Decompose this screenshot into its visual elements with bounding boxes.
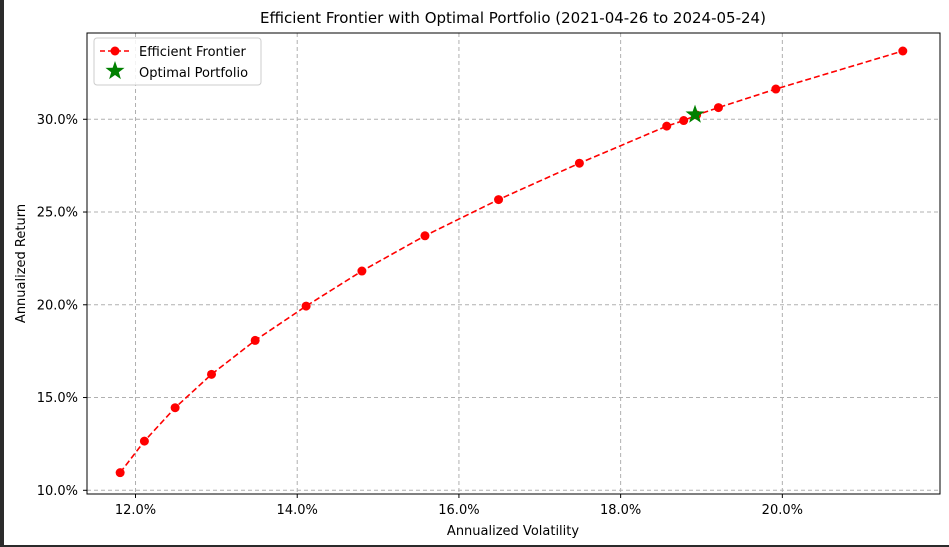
frontier-point (250, 335, 260, 345)
y-axis-label: Annualized Return (14, 204, 29, 323)
grid-lines (87, 33, 940, 494)
frontier-point (115, 468, 125, 478)
optimal-portfolio-series (685, 104, 705, 123)
legend-box (93, 37, 262, 86)
legend: Efficient Frontier Optimal Portfolio (93, 37, 262, 86)
x-axis-label: Annualized Volatility (447, 524, 579, 539)
frontier-point (679, 116, 689, 126)
chart-title: Efficient Frontier with Optimal Portfoli… (260, 9, 766, 27)
frontier-point (574, 158, 584, 168)
window-left-edge (0, 0, 4, 547)
x-tick-label: 16.0% (438, 503, 479, 518)
x-axis-ticks: 12.0% 14.0% 16.0% 18.0% 20.0% (115, 494, 803, 518)
y-tick-label: 10.0% (37, 484, 78, 499)
frontier-point (357, 266, 367, 276)
optimal-portfolio-star (685, 104, 705, 123)
frontier-point (420, 231, 430, 241)
x-tick-label: 20.0% (762, 503, 803, 518)
y-tick-label: 30.0% (37, 113, 78, 128)
frontier-series (115, 46, 908, 478)
frontier-point (662, 121, 672, 131)
legend-optimal-star-icon (105, 61, 125, 80)
frontier-line (119, 50, 904, 474)
legend-optimal-label: Optimal Portfolio (139, 66, 248, 81)
frontier-point (771, 84, 781, 94)
plot-frame (86, 32, 941, 495)
legend-frontier-marker (110, 46, 120, 56)
y-tick-label: 25.0% (37, 206, 78, 221)
x-tick-label: 18.0% (600, 503, 641, 518)
x-tick-label: 14.0% (277, 503, 318, 518)
frontier-point (301, 301, 311, 311)
y-tick-label: 15.0% (37, 391, 78, 406)
x-tick-label: 12.0% (115, 503, 156, 518)
frontier-point (139, 436, 149, 446)
frontier-point (170, 403, 180, 413)
y-tick-label: 20.0% (37, 298, 78, 313)
frontier-point (713, 103, 723, 113)
window-bottom-edge (0, 545, 949, 547)
y-axis-ticks: 10.0% 15.0% 20.0% 25.0% 30.0% (37, 113, 87, 499)
frontier-point (898, 46, 908, 56)
frontier-point (494, 195, 504, 205)
legend-frontier-label: Efficient Frontier (139, 45, 246, 60)
frontier-point (207, 369, 217, 379)
